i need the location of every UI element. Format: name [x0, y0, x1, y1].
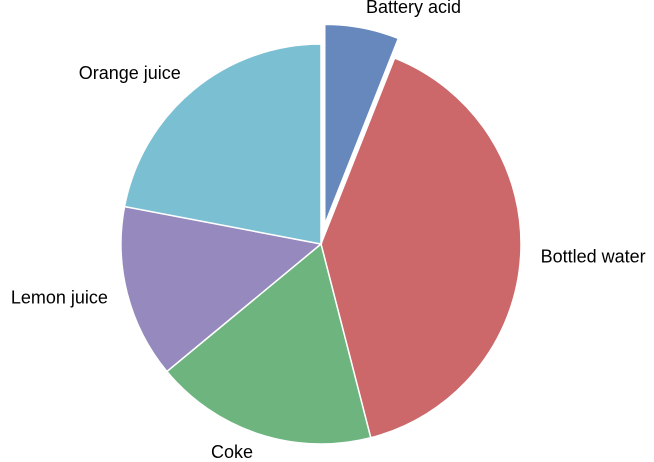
label-coke: Coke	[211, 442, 253, 462]
slice-orange-juice	[123, 43, 322, 245]
label-lemon-juice: Lemon juice	[11, 287, 108, 307]
label-bottled-water: Bottled water	[541, 247, 646, 267]
slices-layer	[120, 23, 522, 445]
label-battery-acid: Battery acid	[366, 0, 461, 17]
slice-coke	[165, 242, 372, 445]
slice-lemon-juice	[120, 205, 323, 373]
label-orange-juice: Orange juice	[79, 63, 181, 83]
labels-layer: Battery acid Bottled water Coke Lemon juice…	[11, 0, 646, 462]
slice-battery-acid	[323, 23, 400, 225]
slice-bottled-water	[320, 57, 522, 439]
